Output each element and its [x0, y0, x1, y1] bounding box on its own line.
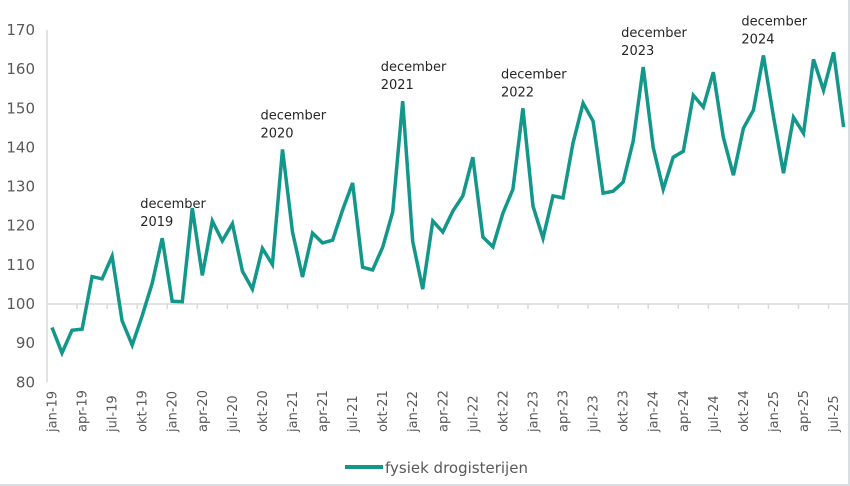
- x-tick-label: jan-24: [647, 391, 662, 433]
- x-tick-label: apr-21: [316, 390, 331, 432]
- x-tick-label: apr-19: [76, 390, 91, 432]
- annotation-month: december: [621, 26, 687, 41]
- x-tick-label: jul-22: [466, 395, 481, 433]
- y-axis: 80 90 100 110 120 130 140 150 160 170: [6, 21, 48, 391]
- annotation-year: 2020: [260, 126, 293, 141]
- annotation-year: 2021: [381, 78, 414, 93]
- x-tick-label: apr-23: [557, 390, 572, 432]
- y-tick-label: 170: [6, 21, 35, 39]
- annotation-month: december: [501, 67, 567, 82]
- x-tick-label: okt-24: [737, 390, 752, 432]
- x-tick-label: apr-24: [677, 390, 692, 432]
- x-tick-label: jul-23: [587, 395, 602, 433]
- annotation-2023: december 2023: [621, 26, 687, 59]
- y-tick-label: 140: [6, 138, 35, 156]
- annotation-2021: december 2021: [381, 60, 447, 93]
- annotation-2022: december 2022: [501, 67, 567, 100]
- x-tick-label: jan-25: [767, 391, 782, 433]
- x-tick-label: okt-19: [136, 390, 151, 432]
- y-tick-label: 100: [6, 295, 35, 313]
- x-tick-label: okt-23: [617, 390, 632, 432]
- x-tick-label: okt-20: [256, 390, 271, 432]
- x-tick-label: jan-23: [526, 391, 541, 433]
- x-tick-label: jan-22: [406, 391, 421, 433]
- x-tick-label: jul-24: [707, 395, 722, 433]
- annotation-month: december: [260, 108, 326, 123]
- annotation-year: 2023: [621, 44, 654, 59]
- legend: fysiek drogisterijen: [345, 459, 528, 477]
- annotation-2024: december 2024: [741, 14, 807, 47]
- annotation-year: 2022: [501, 85, 534, 100]
- y-tick-label: 160: [6, 60, 35, 78]
- x-tick-label: jul-19: [106, 395, 121, 433]
- annotation-2019: december 2019: [140, 197, 206, 230]
- x-tick-label: jan-21: [286, 391, 301, 433]
- annotation-2020: december 2020: [260, 108, 326, 141]
- x-tick-label: jul-25: [827, 395, 842, 433]
- y-tick-label: 90: [16, 334, 35, 352]
- x-tick-label: apr-20: [196, 390, 211, 432]
- y-tick-label: 80: [16, 373, 35, 391]
- annotation-year: 2019: [140, 215, 173, 230]
- annotation-month: december: [140, 197, 206, 212]
- x-tick-label: okt-21: [376, 390, 391, 432]
- x-tick-label: jan-20: [166, 391, 181, 433]
- series-line: [50, 51, 846, 358]
- annotation-year: 2024: [741, 32, 774, 47]
- y-tick-label: 150: [6, 99, 35, 117]
- x-tick-label: jul-20: [226, 395, 241, 433]
- legend-label: fysiek drogisterijen: [385, 459, 528, 477]
- x-tick-label: apr-22: [436, 390, 451, 432]
- x-tick-label: apr-25: [797, 390, 812, 432]
- annotation-month: december: [741, 14, 807, 29]
- y-tick-label: 120: [6, 217, 35, 235]
- annotation-month: december: [381, 60, 447, 75]
- x-tick-label: okt-22: [496, 390, 511, 432]
- x-axis: jan-19 apr-19 jul-19 okt-19 jan-20 apr-20 jul-…: [46, 303, 849, 433]
- x-tick-label: jan-19: [46, 391, 61, 433]
- x-tick-label: jul-21: [346, 395, 361, 433]
- y-tick-label: 130: [6, 178, 35, 196]
- annotations: december2019december2020december2021dece…: [140, 14, 808, 230]
- y-tick-label: 110: [6, 256, 35, 274]
- series-group: [50, 51, 846, 358]
